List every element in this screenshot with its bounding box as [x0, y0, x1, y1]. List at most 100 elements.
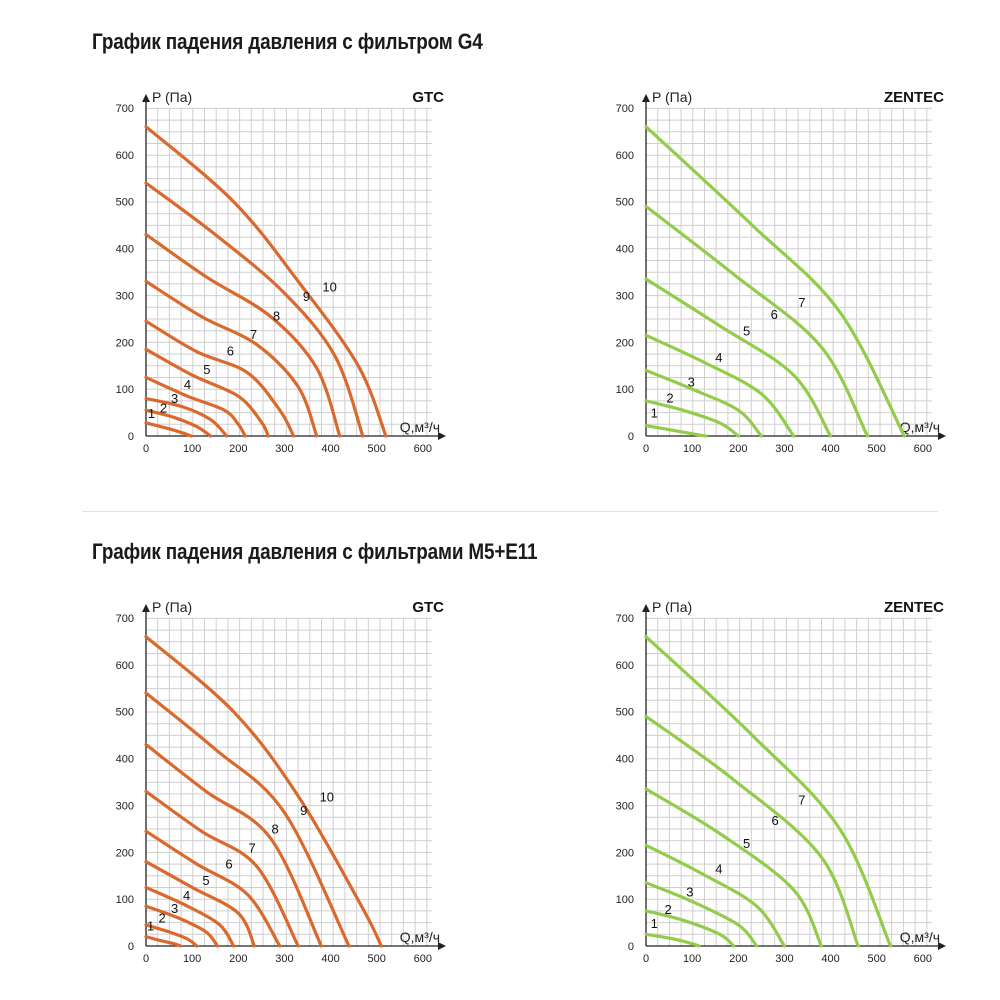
series-label-5: 5 — [202, 873, 209, 888]
x-axis-arrow — [438, 942, 446, 950]
y-tick-label: 500 — [116, 707, 134, 719]
x-tick-label: 600 — [414, 953, 432, 965]
x-tick-label: 400 — [321, 953, 339, 965]
series-line-9 — [144, 691, 351, 948]
series-label-5: 5 — [743, 836, 750, 851]
series-label-3: 3 — [686, 884, 693, 899]
series-label-4: 4 — [715, 350, 722, 365]
series-line-1 — [144, 421, 193, 438]
series-line-4 — [144, 885, 236, 948]
brand-label: GTC — [412, 89, 444, 106]
x-tick-label: 600 — [914, 953, 932, 965]
y-tick-label: 400 — [616, 754, 634, 766]
chart-m5-e11-zentec: 0 100 200 300 400 500 600 700 0 100 200 300 400 500 60… — [616, 599, 946, 965]
x-tick-label: 100 — [183, 443, 201, 455]
y-tick-label: 500 — [616, 707, 634, 719]
series-line-7 — [144, 279, 319, 438]
series-label-2: 2 — [666, 390, 673, 405]
y-axis-arrow — [142, 604, 150, 612]
x-tick-label: 200 — [229, 443, 247, 455]
y-tick-label: 0 — [128, 431, 134, 443]
x-tick-label: 600 — [914, 443, 932, 455]
series-line-5 — [644, 787, 823, 948]
x-tick-label: 200 — [229, 953, 247, 965]
y-axis-arrow — [642, 604, 650, 612]
x-tick-label: 300 — [775, 443, 793, 455]
x-tick-label: 500 — [367, 953, 385, 965]
x-tick-label: 600 — [414, 443, 432, 455]
series-line-3 — [644, 368, 763, 438]
y-tick-label: 100 — [616, 894, 634, 906]
series-line-4 — [644, 843, 786, 948]
series-label-7: 7 — [798, 792, 805, 807]
series-group — [144, 635, 383, 948]
series-label-6: 6 — [772, 813, 779, 828]
y-tick-label: 400 — [116, 754, 134, 766]
x-axis-arrow — [938, 432, 946, 440]
series-label-7: 7 — [248, 840, 255, 855]
series-label-2: 2 — [665, 902, 672, 917]
x-tick-label: 200 — [729, 953, 747, 965]
y-tick-label: 300 — [116, 800, 134, 812]
x-tick-label: 0 — [143, 443, 149, 455]
x-axis-label: Q,м³/ч — [900, 929, 940, 945]
y-axis-arrow — [142, 94, 150, 102]
series-label-7: 7 — [798, 295, 805, 310]
x-tick-label: 400 — [321, 443, 339, 455]
y-tick-label: 200 — [116, 337, 134, 349]
series-label-6: 6 — [771, 307, 778, 322]
y-axis-label: P (Па) — [152, 599, 192, 615]
grid — [146, 617, 432, 946]
series-line-6 — [644, 714, 860, 948]
chart-g4-zentec: 0 100 200 300 400 500 600 700 0 100 200 300 400 500 60… — [616, 89, 946, 455]
y-tick-label: 400 — [116, 244, 134, 256]
x-axis-label: Q,м³/ч — [400, 929, 440, 945]
series-line-4 — [644, 333, 796, 438]
series-label-6: 6 — [225, 857, 232, 872]
y-tick-label: 700 — [116, 613, 134, 625]
y-axis-label: P (Па) — [152, 89, 192, 105]
series-label-10: 10 — [322, 280, 336, 295]
series-line-10 — [144, 125, 388, 438]
series-label-2: 2 — [160, 401, 167, 416]
y-tick-label: 600 — [116, 660, 134, 672]
series-line-4 — [144, 375, 247, 438]
series-label-1: 1 — [651, 405, 658, 420]
series-line-6 — [144, 829, 282, 948]
series-line-2 — [144, 923, 199, 948]
series-line-7 — [644, 635, 893, 948]
series-label-5: 5 — [743, 323, 750, 338]
y-axis-label: P (Па) — [652, 599, 692, 615]
x-tick-label: 100 — [183, 953, 201, 965]
series-line-3 — [144, 904, 220, 948]
x-tick-label: 400 — [821, 953, 839, 965]
section-divider — [82, 511, 938, 512]
y-tick-label: 400 — [616, 244, 634, 256]
y-tick-label: 700 — [616, 103, 634, 115]
series-label-3: 3 — [171, 901, 178, 916]
x-tick-label: 100 — [683, 443, 701, 455]
x-tick-label: 300 — [275, 953, 293, 965]
y-tick-label: 300 — [616, 800, 634, 812]
brand-label: ZENTEC — [884, 599, 944, 616]
series-line-2 — [644, 909, 736, 948]
grid — [646, 107, 932, 436]
series-line-1 — [144, 935, 183, 948]
series-line-9 — [144, 181, 365, 438]
series-line-7 — [644, 125, 906, 438]
series-label-8: 8 — [272, 822, 279, 837]
series-line-5 — [144, 347, 270, 438]
series-label-10: 10 — [320, 790, 334, 805]
series-line-3 — [644, 881, 759, 948]
x-axis-arrow — [938, 942, 946, 950]
x-tick-label: 300 — [775, 953, 793, 965]
x-axis-label: Q,м³/ч — [400, 419, 440, 435]
y-tick-label: 200 — [616, 847, 634, 859]
series-line-5 — [644, 277, 833, 438]
brand-label: GTC — [412, 599, 444, 616]
series-line-2 — [644, 399, 740, 438]
series-line-2 — [144, 408, 213, 438]
y-tick-label: 600 — [616, 150, 634, 162]
series-line-3 — [144, 396, 229, 438]
x-axis-arrow — [438, 432, 446, 440]
